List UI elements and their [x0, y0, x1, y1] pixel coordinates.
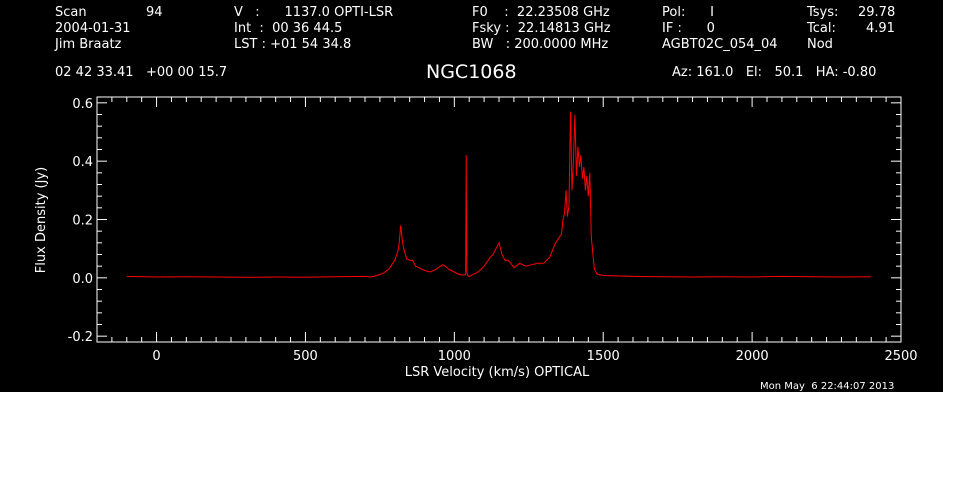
source-coordinates: 02 42 33.41 +00 00 15.7 — [55, 65, 228, 80]
integration-time: Int : 00 36 44.5 — [234, 21, 343, 36]
y-tick-label: 0.4 — [72, 155, 93, 170]
tcal-value: 4.91 — [866, 21, 895, 36]
scan-label: Scan — [55, 5, 87, 20]
x-axis-label: LSR Velocity (km/s) OPTICAL — [405, 365, 590, 380]
observing-mode: Nod — [807, 37, 833, 52]
bandwidth: BW : 200.0000 MHz — [472, 37, 609, 52]
tsys-value: 29.78 — [858, 5, 896, 20]
project-id: AGBT02C_054_04 — [662, 37, 778, 52]
velocity-info: V : 1137.0 OPTI-LSR — [234, 5, 394, 20]
plot-frame — [96, 96, 902, 343]
y-tick-label: 0.6 — [72, 97, 93, 112]
observation-date: 2004-01-31 — [55, 21, 131, 36]
y-tick-label: 0.0 — [72, 272, 93, 287]
plot-panel: Scan 94 V : 1137.0 OPTI-LSR F0 : 22.2350… — [0, 0, 943, 392]
source-name: NGC1068 — [426, 61, 517, 83]
rest-frequency: F0 : 22.23508 GHz — [472, 5, 610, 20]
x-tick-label: 2500 — [884, 349, 917, 364]
x-tick-label: 500 — [293, 349, 318, 364]
sky-frequency: Fsky : 22.14813 GHz — [472, 21, 611, 36]
tsys-label: Tsys: — [807, 5, 839, 20]
x-tick-label: 2000 — [736, 349, 769, 364]
x-tick-label: 1000 — [438, 349, 471, 364]
y-axis-label: Flux Density (Jy) — [34, 167, 49, 273]
timestamp: Mon May 6 22:44:07 2013 — [760, 381, 895, 392]
scan-value: 94 — [146, 5, 163, 20]
y-tick-label: 0.2 — [72, 214, 93, 229]
spectrum-chart: 0 500 1000 1500 2000 2500 -0.2 0.0 0.2 0.4 0.6 LSR… — [34, 96, 918, 380]
x-tick-label: 1500 — [587, 349, 620, 364]
axis-tick-labels: 0 500 1000 1500 2000 2500 -0.2 0.0 0.2 0.4 0.6 — [68, 97, 918, 364]
lst: LST : +01 54 34.8 — [234, 37, 352, 52]
x-tick-label: 0 — [152, 349, 160, 364]
axis-ticks — [97, 97, 902, 342]
if-number: IF : 0 — [662, 21, 715, 36]
y-tick-label: -0.2 — [68, 330, 93, 345]
pointing-info: Az: 161.0 El: 50.1 HA: -0.80 — [672, 65, 877, 80]
tcal-label: Tcal: — [807, 21, 836, 36]
observer-name: Jim Braatz — [55, 37, 122, 52]
spectrum-line — [126, 111, 872, 278]
polarization: Pol: I — [662, 5, 714, 20]
